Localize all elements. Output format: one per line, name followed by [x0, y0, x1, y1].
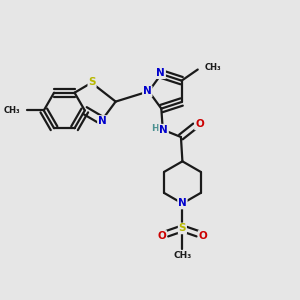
- Text: CH₃: CH₃: [4, 106, 20, 115]
- Text: N: N: [178, 199, 187, 208]
- Text: S: S: [179, 224, 186, 233]
- Text: CH₃: CH₃: [204, 63, 221, 72]
- Text: O: O: [195, 119, 204, 129]
- Text: S: S: [88, 77, 96, 87]
- Text: N: N: [159, 125, 168, 135]
- Text: O: O: [158, 231, 166, 241]
- Text: CH₃: CH₃: [173, 251, 191, 260]
- Text: N: N: [98, 116, 107, 126]
- Text: N: N: [143, 86, 152, 96]
- Text: O: O: [199, 231, 207, 241]
- Text: H: H: [151, 124, 158, 133]
- Text: N: N: [156, 68, 165, 78]
